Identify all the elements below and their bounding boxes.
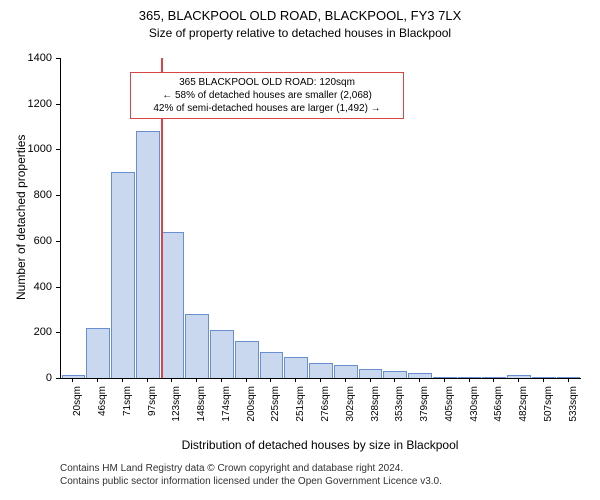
x-tick-mark [518, 378, 519, 382]
x-tick-label: 405sqm [444, 386, 455, 436]
x-tick-mark [196, 378, 197, 382]
chart-title: 365, BLACKPOOL OLD ROAD, BLACKPOOL, FY3 … [0, 8, 600, 23]
x-tick-mark [221, 378, 222, 382]
y-tick-label: 1200 [20, 98, 52, 110]
footer-text: Contains HM Land Registry data © Crown c… [60, 462, 442, 488]
x-tick-mark [345, 378, 346, 382]
chart-container: 365, BLACKPOOL OLD ROAD, BLACKPOOL, FY3 … [0, 0, 600, 500]
annotation-box: 365 BLACKPOOL OLD ROAD: 120sqm ← 58% of … [130, 72, 404, 119]
bar [62, 375, 86, 378]
x-tick-label: 174sqm [221, 386, 232, 436]
bar [284, 357, 308, 378]
bar [334, 365, 358, 378]
x-tick-mark [493, 378, 494, 382]
bar [161, 232, 185, 378]
y-tick-label: 200 [20, 326, 52, 338]
x-tick-label: 533sqm [568, 386, 579, 436]
y-tick-mark [56, 241, 60, 242]
x-tick-mark [147, 378, 148, 382]
x-tick-label: 71sqm [122, 386, 133, 436]
y-tick-label: 1000 [20, 143, 52, 155]
bar [458, 377, 482, 378]
x-tick-label: 276sqm [320, 386, 331, 436]
x-tick-mark [444, 378, 445, 382]
x-tick-label: 225sqm [270, 386, 281, 436]
y-tick-label: 1400 [20, 52, 52, 64]
bar [136, 131, 160, 378]
bar [433, 377, 457, 378]
x-tick-label: 20sqm [72, 386, 83, 436]
y-tick-mark [56, 104, 60, 105]
y-tick-mark [56, 195, 60, 196]
y-tick-mark [56, 149, 60, 150]
x-tick-label: 328sqm [370, 386, 381, 436]
annotation-line-1: 365 BLACKPOOL OLD ROAD: 120sqm [137, 76, 397, 89]
y-tick-label: 800 [20, 189, 52, 201]
x-tick-label: 482sqm [518, 386, 529, 436]
y-tick-label: 600 [20, 235, 52, 247]
x-tick-label: 97sqm [147, 386, 158, 436]
x-tick-label: 148sqm [196, 386, 207, 436]
x-tick-mark [469, 378, 470, 382]
footer-line-1: Contains HM Land Registry data © Crown c… [60, 462, 442, 475]
x-tick-label: 123sqm [171, 386, 182, 436]
y-tick-label: 0 [20, 372, 52, 384]
bar [260, 352, 284, 378]
x-tick-label: 200sqm [246, 386, 257, 436]
x-tick-label: 302sqm [345, 386, 356, 436]
y-tick-mark [56, 58, 60, 59]
x-tick-mark [295, 378, 296, 382]
x-tick-mark [72, 378, 73, 382]
x-tick-label: 456sqm [493, 386, 504, 436]
x-tick-label: 251sqm [295, 386, 306, 436]
y-tick-mark [56, 287, 60, 288]
y-tick-mark [56, 378, 60, 379]
annotation-line-2: ← 58% of detached houses are smaller (2,… [137, 89, 397, 102]
x-tick-label: 353sqm [394, 386, 405, 436]
x-tick-mark [270, 378, 271, 382]
bar [532, 377, 556, 378]
annotation-line-3: 42% of semi-detached houses are larger (… [137, 102, 397, 115]
x-tick-mark [171, 378, 172, 382]
x-tick-label: 430sqm [469, 386, 480, 436]
x-tick-label: 46sqm [97, 386, 108, 436]
bar [359, 369, 383, 378]
x-tick-label: 507sqm [543, 386, 554, 436]
x-axis-label: Distribution of detached houses by size … [60, 438, 580, 452]
bar [185, 314, 209, 378]
bar [235, 341, 259, 378]
bar [111, 172, 135, 378]
footer-line-2: Contains public sector information licen… [60, 475, 442, 488]
bar [86, 328, 110, 378]
y-tick-mark [56, 332, 60, 333]
x-tick-mark [419, 378, 420, 382]
x-tick-mark [320, 378, 321, 382]
y-tick-label: 400 [20, 281, 52, 293]
x-tick-label: 379sqm [419, 386, 430, 436]
chart-subtitle: Size of property relative to detached ho… [0, 26, 600, 40]
x-tick-mark [97, 378, 98, 382]
x-tick-mark [568, 378, 569, 382]
x-tick-mark [246, 378, 247, 382]
bar [309, 363, 333, 378]
x-tick-mark [394, 378, 395, 382]
bar [383, 371, 407, 378]
bar [210, 330, 234, 378]
y-axis-label: Number of detached properties [14, 135, 28, 300]
x-tick-mark [543, 378, 544, 382]
bar [557, 377, 581, 378]
x-tick-mark [370, 378, 371, 382]
x-tick-mark [122, 378, 123, 382]
